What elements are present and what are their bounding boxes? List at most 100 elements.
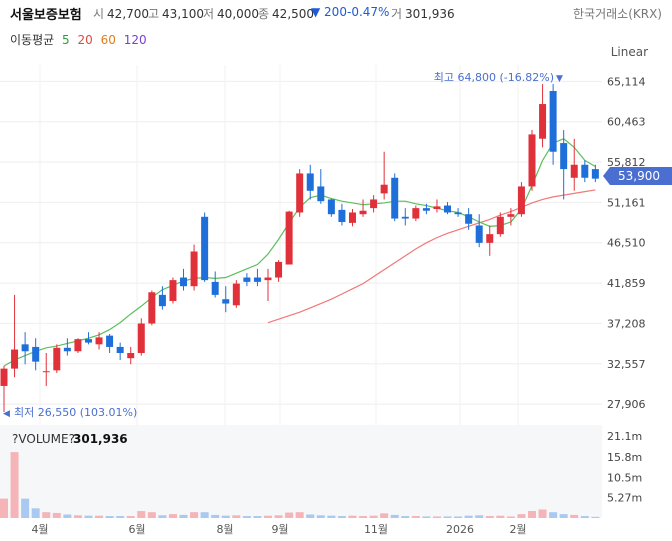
candle-body xyxy=(412,208,420,219)
volume-bar xyxy=(158,515,167,518)
volume-bar xyxy=(538,509,547,518)
price-tick-label: 46,510 xyxy=(607,237,646,250)
candle-body xyxy=(475,225,483,243)
volume-bar xyxy=(31,508,40,518)
volume-bar xyxy=(432,516,441,518)
volume-bar xyxy=(390,514,399,518)
price-tick-label: 55,812 xyxy=(607,156,646,169)
candle-body xyxy=(32,346,40,362)
candle-body xyxy=(422,208,430,211)
ma20-line xyxy=(267,189,596,324)
candle-body xyxy=(95,337,103,345)
last-price-tag: 53,900 xyxy=(603,167,672,185)
volume-bar xyxy=(232,515,241,518)
candle-body xyxy=(127,353,135,359)
candle-body xyxy=(201,216,209,281)
volume-bar xyxy=(380,513,389,518)
time-tick-label: 8월 xyxy=(216,523,233,536)
candle-body xyxy=(21,344,29,352)
volume-bar xyxy=(570,514,579,518)
candle-body xyxy=(348,212,356,223)
candle-body xyxy=(359,210,367,215)
ma-period-20[interactable]: 20 xyxy=(77,33,93,47)
candle-body xyxy=(570,164,578,178)
volume-bar xyxy=(327,515,336,518)
candle-body xyxy=(42,371,50,373)
price-tick-label: 37,208 xyxy=(607,317,646,330)
volume-bar xyxy=(411,516,420,518)
scale-mode-toggle[interactable]: Linear xyxy=(610,45,648,59)
candle-body xyxy=(327,199,335,215)
candle-body xyxy=(454,212,462,215)
volume-bar xyxy=(348,515,357,518)
volume-bar xyxy=(21,498,30,518)
volume-bar xyxy=(316,515,325,518)
high-price: 고 43,100 xyxy=(148,7,205,21)
candle-body xyxy=(11,349,19,369)
candle-body xyxy=(370,199,378,209)
volume-bar xyxy=(359,516,368,518)
volume-bar xyxy=(401,516,410,518)
volume-bar xyxy=(10,452,19,518)
price-tick-label: 51,161 xyxy=(607,196,646,209)
volume-bar xyxy=(179,514,188,518)
volume-bar xyxy=(580,516,589,518)
candle-body xyxy=(116,346,124,353)
candle-body xyxy=(190,251,198,287)
volume-bar xyxy=(591,516,600,518)
low-price: 저 40,000 xyxy=(203,7,260,21)
candle-body xyxy=(74,339,82,352)
volume-title: ?VOLUME? xyxy=(12,432,75,446)
candle-body xyxy=(211,281,219,295)
candle-body xyxy=(169,280,177,301)
price-tick-label: 41,859 xyxy=(607,277,646,290)
volume-bar xyxy=(147,512,156,518)
candle-body xyxy=(517,186,525,215)
volume-bar xyxy=(126,516,135,518)
candle-body xyxy=(591,169,599,179)
volume-bar xyxy=(190,512,199,518)
exchange-name: 한국거래소(KRX) xyxy=(573,7,662,21)
volume-value: 거 301,936 xyxy=(391,7,455,21)
annotations: 최고 64,800 (-16.82%) ▼ ◀ 최저 26,550 (103.0… xyxy=(3,71,563,419)
change-percent: -0.47% xyxy=(347,5,390,19)
candle-body xyxy=(232,283,240,306)
ma-period-120[interactable]: 120 xyxy=(123,33,147,47)
stock-name: 서울보증보험 xyxy=(10,8,82,23)
volume-bar xyxy=(443,516,452,518)
candle-body xyxy=(63,347,71,352)
ma-period-5[interactable]: 5 xyxy=(62,33,70,47)
volume-tick-label: 15.8m xyxy=(607,451,642,464)
candle-body xyxy=(433,206,441,209)
volume-bar xyxy=(485,516,494,518)
time-tick-label: 2026 xyxy=(446,523,474,536)
quote-header: 서울보증보험 시 42,700 고 43,100 저 40,000 종 42,500 ▼… xyxy=(0,0,672,26)
price-tick-label: 32,557 xyxy=(607,358,646,371)
candle-body xyxy=(338,209,346,223)
ma-period-60[interactable]: 60 xyxy=(100,33,116,47)
low-annotation: 최저 26,550 (103.01%) xyxy=(14,406,137,419)
candle-body xyxy=(507,214,515,217)
volume-bar xyxy=(242,516,251,518)
low-marker-icon: ◀ xyxy=(3,409,10,419)
time-tick-label: 2월 xyxy=(509,523,526,536)
volume-tick-label: 21.1m xyxy=(607,430,642,443)
volume-bar xyxy=(549,512,558,518)
volume-bar xyxy=(105,516,114,518)
candle-body xyxy=(137,323,145,353)
volume-bar xyxy=(517,514,526,518)
candle-body xyxy=(84,339,92,343)
candle-body xyxy=(465,214,473,224)
candle-body xyxy=(296,173,304,213)
change-value: ▼ 200 xyxy=(311,5,347,19)
time-axis: 4월 6월 8월 9월 11월 2026 2월 xyxy=(31,523,526,536)
candle-body xyxy=(581,164,589,178)
open-price: 시 42,700 xyxy=(93,7,150,21)
candle-body xyxy=(549,91,557,152)
volume-bar xyxy=(0,498,8,518)
last-price-label: 53,900 xyxy=(618,169,660,183)
ma-label: 이동평균 xyxy=(10,33,55,47)
candle-body xyxy=(317,186,325,202)
candle-body xyxy=(148,292,156,324)
